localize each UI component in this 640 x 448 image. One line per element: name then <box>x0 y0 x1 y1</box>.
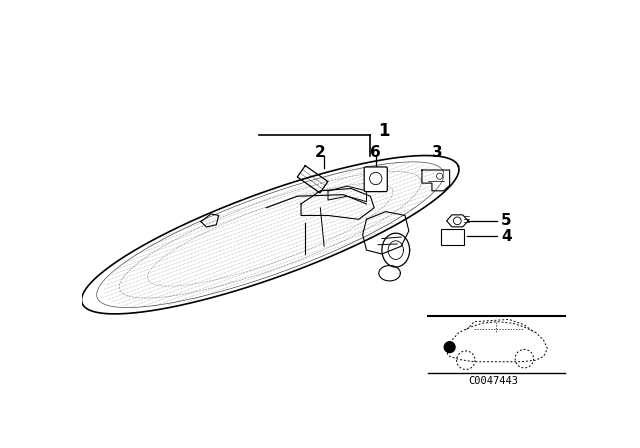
Text: 5: 5 <box>501 213 512 228</box>
FancyBboxPatch shape <box>364 167 387 192</box>
Text: 3: 3 <box>432 145 443 160</box>
Text: 2: 2 <box>315 145 326 160</box>
Text: C0047443: C0047443 <box>468 375 518 386</box>
Text: 6: 6 <box>371 145 381 160</box>
FancyBboxPatch shape <box>441 229 464 245</box>
Text: 1: 1 <box>378 122 390 140</box>
Circle shape <box>444 342 455 353</box>
Text: 4: 4 <box>501 229 512 244</box>
